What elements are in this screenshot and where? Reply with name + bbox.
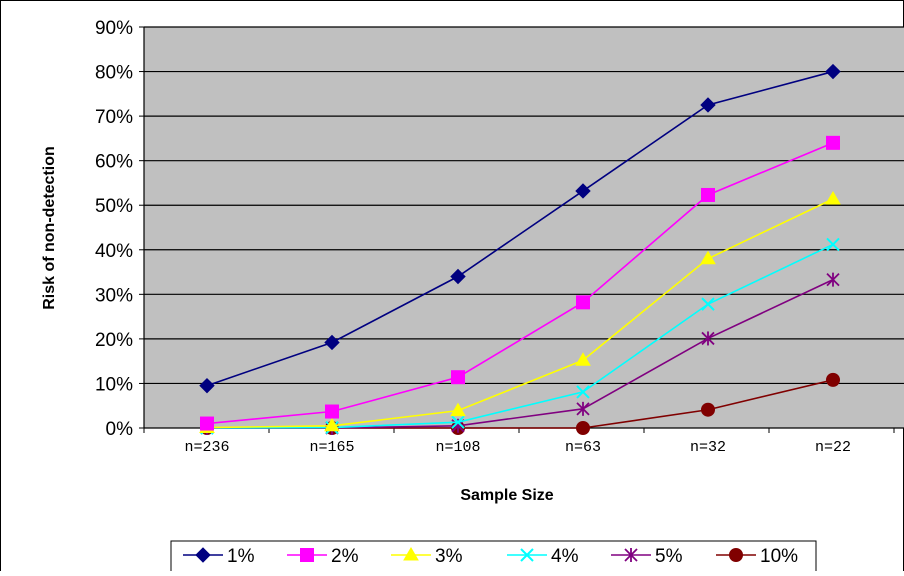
legend-label: 2% — [331, 546, 359, 567]
data-point — [450, 402, 466, 417]
data-point — [826, 272, 840, 287]
legend-item: 2% — [287, 546, 359, 567]
data-point — [826, 237, 840, 252]
legend-item: 4% — [507, 546, 579, 567]
data-point — [701, 331, 715, 346]
data-point — [700, 250, 716, 265]
data-point — [576, 401, 590, 416]
series-line — [206, 142, 834, 425]
x-tick-label: n=165 — [309, 439, 354, 456]
legend-marker — [403, 547, 419, 561]
legend-label: 4% — [551, 546, 579, 567]
data-point — [701, 297, 715, 311]
data-point — [575, 183, 591, 199]
tick-labels: 0% 10% 20% 30% 40% 50% 60% 70% 80% 90% n=236 n=165 n… — [95, 18, 851, 456]
data-point — [701, 402, 715, 417]
y-tick-label: 70% — [95, 107, 133, 128]
y-tick-label: 40% — [95, 241, 133, 262]
legend-marker — [520, 548, 534, 562]
series-line — [206, 70, 834, 387]
x-tick-label: n=22 — [815, 439, 851, 456]
y-axis-title: Risk of non-detection — [41, 146, 58, 310]
y-tick-label: 80% — [95, 63, 133, 84]
data-point — [575, 352, 591, 366]
x-tick-label: n=236 — [184, 439, 229, 456]
data-point — [324, 417, 340, 432]
data-point — [826, 372, 840, 387]
legend-marker — [195, 547, 211, 563]
x-tick-label: n=108 — [435, 439, 480, 456]
legend-item: 1% — [183, 546, 255, 567]
data-point — [700, 97, 716, 113]
data-point — [701, 187, 715, 202]
legend-item: 5% — [611, 546, 683, 567]
data-point — [451, 370, 465, 385]
data-point — [576, 295, 590, 310]
legend-label: 3% — [435, 546, 463, 567]
series-2pct — [200, 135, 840, 431]
legend-items: 1% 2% 3% 4% 5% 10% — [183, 546, 798, 567]
legend-item: 3% — [391, 546, 463, 567]
legend-item: 10% — [716, 546, 798, 567]
y-tick-label: 0% — [106, 419, 134, 440]
series-1pct — [199, 63, 841, 394]
legend-marker — [300, 548, 314, 562]
x-tick-label: n=32 — [690, 439, 726, 456]
data-point — [825, 190, 841, 205]
x-tick-label: n=63 — [565, 439, 601, 456]
y-tick-label: 50% — [95, 196, 133, 217]
data-point — [450, 268, 466, 285]
data-point — [324, 334, 340, 351]
data-point — [200, 416, 214, 431]
series-group — [199, 63, 841, 435]
data-point — [325, 404, 339, 419]
legend: 1% 2% 3% 4% 5% 10% — [170, 540, 817, 576]
y-tick-label: 30% — [95, 285, 133, 306]
legend-label: 5% — [655, 546, 683, 567]
data-point — [576, 385, 590, 399]
y-tick-label: 90% — [95, 18, 133, 39]
x-axis-title: Sample Size — [460, 487, 553, 504]
data-point — [451, 415, 465, 429]
legend-label: 10% — [760, 546, 798, 567]
legend-label: 1% — [227, 546, 255, 567]
y-tick-label: 20% — [95, 330, 133, 351]
gridlines — [144, 26, 904, 385]
plot-area — [143, 26, 904, 429]
series-line — [206, 198, 834, 429]
data-point — [825, 63, 841, 80]
series-line — [206, 243, 834, 429]
data-point — [826, 135, 840, 150]
legend-marker — [624, 548, 638, 562]
y-tick-label: 10% — [95, 374, 133, 395]
y-tick-label: 60% — [95, 152, 133, 173]
legend-box — [170, 540, 817, 576]
data-point — [199, 377, 215, 394]
legend-marker — [729, 548, 743, 562]
data-point — [576, 421, 590, 435]
